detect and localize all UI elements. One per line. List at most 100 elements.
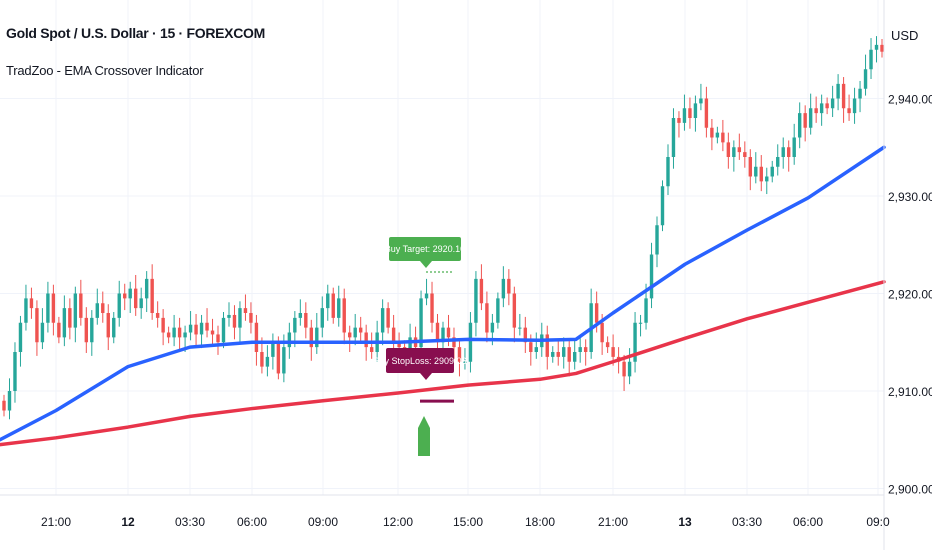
candle-144 — [792, 123, 796, 165]
candle-36 — [199, 314, 204, 349]
ema_fast-line — [0, 145, 886, 442]
candle-13 — [73, 286, 78, 343]
candle-149 — [819, 94, 824, 126]
candle-136 — [748, 149, 753, 191]
price-tick-1: 2,910.00 — [888, 385, 932, 399]
candle-119 — [655, 216, 659, 268]
candle-23 — [128, 281, 132, 313]
candle-95 — [523, 316, 528, 353]
candle-113 — [622, 354, 626, 391]
buy-stoploss-text: Buy StopLoss: 2909.06 — [373, 356, 466, 366]
candle-101 — [556, 339, 560, 366]
time-tick-9: 13 — [678, 515, 692, 529]
candle-133 — [732, 140, 736, 172]
candle-132 — [726, 132, 731, 169]
candle-121 — [666, 144, 670, 196]
time-tick-4: 09:00 — [308, 515, 338, 529]
candle-105 — [578, 336, 582, 363]
candle-152 — [836, 74, 840, 111]
candle-140 — [770, 160, 774, 183]
candle-120 — [660, 180, 665, 232]
candle-40 — [221, 312, 226, 349]
candle-94 — [518, 313, 522, 336]
candle-107 — [589, 288, 593, 359]
ema_slow-line — [0, 280, 886, 447]
candle-93 — [512, 286, 517, 343]
candle-131 — [721, 119, 725, 152]
candle-80 — [441, 321, 445, 349]
signal-annotations: Buy Target: 2920.10 Buy StopLoss: 2909.06 — [373, 237, 467, 456]
candle-148 — [814, 96, 818, 123]
candle-4 — [24, 284, 28, 331]
time-tick-3: 06:00 — [237, 515, 267, 529]
candle-139 — [765, 167, 769, 195]
candle-160 — [880, 39, 884, 58]
candle-153 — [841, 77, 846, 123]
time-tick-7: 18:00 — [525, 515, 555, 529]
candle-41 — [227, 302, 231, 327]
candle-137 — [754, 152, 758, 184]
time-tick-6: 15:00 — [453, 515, 483, 529]
time-tick-5: 12:00 — [383, 515, 413, 529]
candle-128 — [704, 86, 709, 138]
candle-100 — [551, 346, 555, 363]
candle-25 — [139, 287, 143, 319]
indicator-name[interactable]: TradZoo - EMA Crossover Indicator — [6, 63, 204, 78]
candle-103 — [567, 340, 571, 377]
candle-29 — [161, 309, 165, 346]
candle-134 — [737, 133, 742, 160]
price-tick-0: 2,900.00 — [888, 483, 932, 497]
candle-39 — [216, 325, 220, 355]
candle-154 — [847, 94, 851, 121]
candle-116 — [638, 314, 643, 337]
candle-21 — [117, 280, 121, 327]
candle-156 — [858, 80, 862, 113]
candle-56 — [309, 319, 314, 361]
candle-158 — [869, 38, 873, 79]
candle-32 — [177, 317, 182, 350]
candle-6 — [35, 300, 39, 356]
candle-70 — [386, 302, 390, 334]
price-tick-3: 2,930.00 — [888, 190, 932, 204]
candle-63 — [348, 325, 352, 352]
candle-142 — [781, 137, 785, 169]
grid-lines — [0, 0, 884, 495]
candle-90 — [496, 292, 500, 329]
buy-stoploss-label: Buy StopLoss: 2909.06 — [373, 348, 467, 380]
candle-147 — [808, 93, 813, 135]
time-tick-2: 03:30 — [175, 515, 205, 529]
candle-69 — [380, 299, 385, 346]
candle-146 — [803, 105, 807, 142]
candle-129 — [710, 118, 714, 151]
candle-7 — [40, 308, 45, 350]
candle-0 — [2, 394, 6, 417]
candle-87 — [479, 264, 484, 311]
candle-83 — [457, 340, 462, 377]
candle-102 — [562, 337, 566, 369]
candle-60 — [331, 287, 335, 324]
candle-37 — [205, 308, 209, 338]
candle-10 — [57, 316, 61, 344]
candle-28 — [155, 301, 160, 328]
candle-126 — [693, 95, 698, 132]
price-tick-2: 2,920.00 — [888, 288, 932, 302]
candle-78 — [430, 281, 434, 333]
time-tick-8: 21:00 — [598, 515, 628, 529]
candle-151 — [830, 85, 835, 118]
time-tick-11: 06:00 — [793, 515, 823, 529]
candle-49 — [271, 333, 275, 370]
symbol-title[interactable]: Gold Spot / U.S. Dollar · 15 · FOREXCOM — [6, 25, 265, 41]
buy-signal-arrow — [418, 416, 430, 456]
time-tick-10: 03:30 — [732, 515, 762, 529]
candle-38 — [210, 318, 215, 345]
candle-30 — [166, 326, 171, 344]
currency-label[interactable]: USD — [891, 28, 919, 43]
candle-61 — [337, 285, 341, 327]
candle-16 — [90, 310, 94, 356]
candle-130 — [715, 126, 720, 144]
candle-42 — [232, 305, 237, 340]
candle-150 — [825, 97, 829, 115]
candle-31 — [172, 314, 176, 347]
